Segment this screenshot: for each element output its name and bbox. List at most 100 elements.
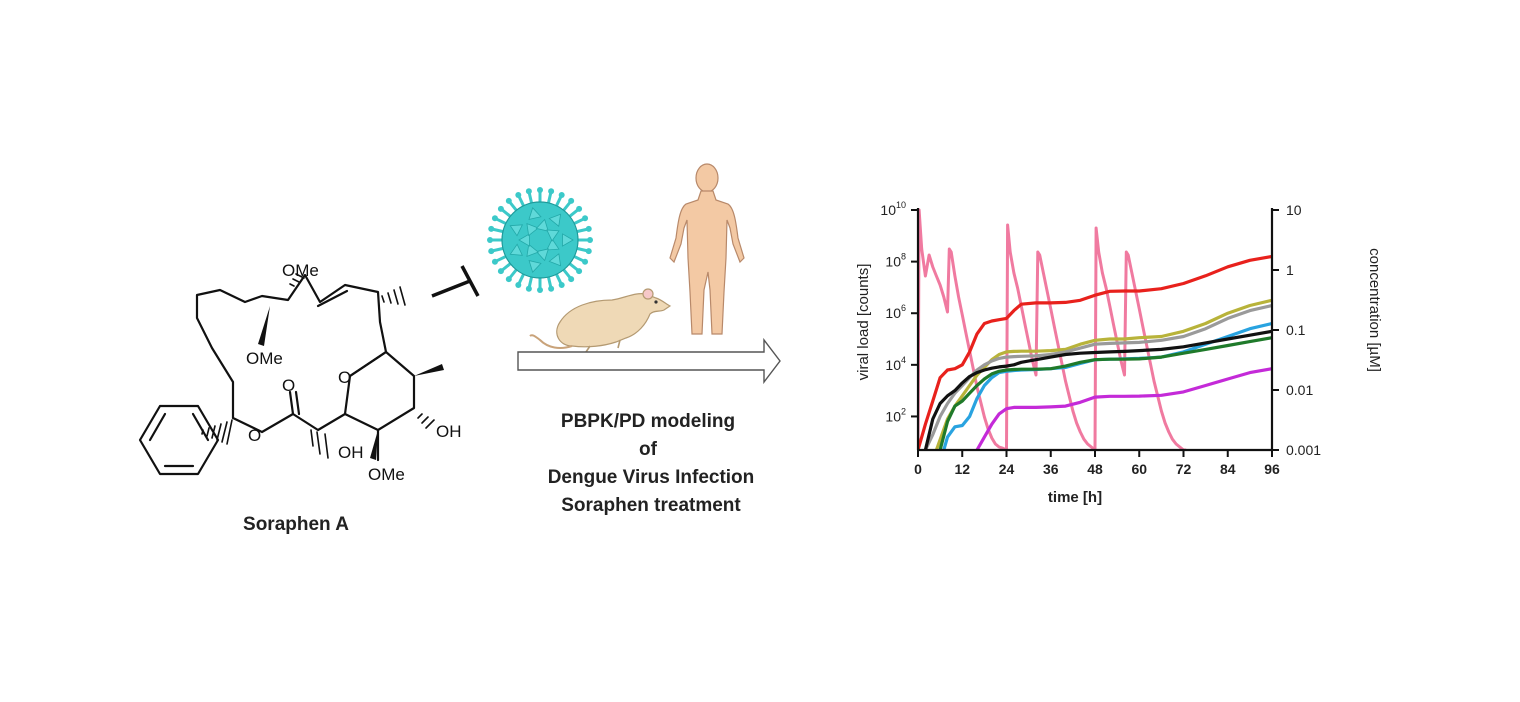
virus-spike-tip xyxy=(568,197,575,204)
virus-spike-tip xyxy=(497,205,504,212)
virus-facet xyxy=(526,222,539,237)
y-right-tick-label: 1 xyxy=(1286,262,1294,278)
y-left-axis-label: viral load [counts] xyxy=(855,264,872,381)
y-left-tick-label: 102 xyxy=(885,406,906,424)
x-tick-label: 0 xyxy=(914,461,922,477)
y-right-tick-label: 0.1 xyxy=(1286,322,1306,338)
atom-label-carbonyl-o: O xyxy=(282,376,295,395)
virus-facet xyxy=(509,224,524,237)
x-axis-label: time [h] xyxy=(1048,489,1102,506)
y-left-tick-label: 108 xyxy=(885,252,906,270)
molecule-name: Soraphen A xyxy=(243,514,349,535)
atom-label-ome-bottom: OMe xyxy=(368,465,405,484)
virus-spike-tip xyxy=(515,191,522,198)
atom-label-oh-right: OH xyxy=(436,422,462,441)
hashed-bond xyxy=(201,419,233,445)
virus-facet xyxy=(526,243,539,258)
pyran-ring xyxy=(343,350,416,432)
atom-label-ome-mid: OMe xyxy=(246,349,283,368)
series-line-red xyxy=(918,254,1272,450)
virus-icon xyxy=(487,187,593,293)
virus-facet xyxy=(546,238,560,251)
x-tick-label: 36 xyxy=(1043,461,1059,477)
series-line-gray xyxy=(923,303,1272,450)
virus-spike-tip xyxy=(582,258,589,265)
virus-facet xyxy=(562,233,574,247)
series-line-pink xyxy=(918,208,1187,450)
virus-spike-tip xyxy=(585,225,592,232)
atom-label-ester-o: O xyxy=(248,426,261,445)
virus-spike-tip xyxy=(497,268,504,275)
x-tick-label: 12 xyxy=(954,461,970,477)
y-left-tick-label: 104 xyxy=(885,355,906,373)
virus-spike-tip xyxy=(537,187,543,193)
human-body-icon xyxy=(669,163,745,335)
wedge-bond xyxy=(414,364,444,376)
atom-label-ome-top: OMe xyxy=(282,261,319,280)
middle-caption: PBPK/PD modeling of Dengue Virus Infecti… xyxy=(548,411,755,516)
rat-icon xyxy=(529,288,672,353)
virus-spike-tip xyxy=(568,276,575,283)
virus-spike-tip xyxy=(515,282,522,289)
x-tick-label: 24 xyxy=(999,461,1015,477)
y-left-tick-label: 106 xyxy=(885,303,906,321)
virus-spike-tip xyxy=(576,268,583,275)
virus-spike-tip xyxy=(505,197,512,204)
virus-spike-tip xyxy=(558,282,565,289)
virus-spike-tip xyxy=(491,215,498,222)
atom-label-oh-bottom: OH xyxy=(338,443,364,462)
macrocycle-backbone xyxy=(195,273,388,434)
y-right-tick-label: 0.01 xyxy=(1286,382,1313,398)
arrow-icon xyxy=(517,337,781,385)
wedge-bond xyxy=(258,306,270,346)
y-right-tick-label: 10 xyxy=(1286,202,1302,218)
virus-facet xyxy=(528,207,542,220)
virus-facet xyxy=(509,243,523,256)
inhibition-icon xyxy=(431,265,480,298)
virus-spike-tip xyxy=(487,237,493,243)
molecule-atom-labels: OMe OMe O O O OH OH OMe xyxy=(246,261,462,484)
benzene-ring xyxy=(138,404,220,476)
molecule-soraphen-a xyxy=(138,273,444,476)
virus-spike-tip xyxy=(537,287,543,293)
virus-facet xyxy=(528,260,542,273)
virus-facet xyxy=(535,248,549,262)
x-tick-label: 48 xyxy=(1087,461,1103,477)
y-left-tick-label: 1010 xyxy=(880,200,906,218)
y-right-tick-label: 0.001 xyxy=(1286,442,1321,458)
series-line-green xyxy=(938,336,1272,450)
virus-spike-tip xyxy=(548,285,555,292)
hashed-bond xyxy=(289,273,435,459)
virus-spike-tip xyxy=(505,276,512,283)
virus-facet xyxy=(548,253,562,267)
virus-spike-tip xyxy=(582,215,589,222)
virus-spike-tip xyxy=(491,258,498,265)
virus-spike-tip xyxy=(548,188,555,195)
virus-facet xyxy=(546,229,560,242)
caption-line-2: of xyxy=(639,439,658,460)
x-tick-label: 60 xyxy=(1131,461,1147,477)
caption-line-3: Dengue Virus Infection xyxy=(548,467,755,488)
virus-facet xyxy=(548,213,562,227)
virus-spike-tip xyxy=(488,248,495,255)
virus-spike-tip xyxy=(587,237,593,243)
virus-facet xyxy=(518,233,530,247)
atom-label-ring-o: O xyxy=(338,368,351,387)
plot-area xyxy=(918,208,1272,450)
wedge-bond xyxy=(370,430,378,460)
virus-spike-tip xyxy=(525,285,532,292)
series-line-magenta xyxy=(975,367,1272,450)
virus-spike-tip xyxy=(576,205,583,212)
x-tick-label: 96 xyxy=(1264,461,1280,477)
virus-spike-tip xyxy=(488,225,495,232)
series-line-yellow xyxy=(934,298,1272,450)
virus-spike-tip xyxy=(558,191,565,198)
caption-line-1: PBPK/PD modeling xyxy=(561,411,735,432)
x-tick-label: 84 xyxy=(1220,461,1236,477)
y-right-axis-label: concentration [µM] xyxy=(1366,248,1383,372)
virus-spike-tip xyxy=(585,248,592,255)
x-tick-label: 72 xyxy=(1176,461,1192,477)
series-line-black xyxy=(923,329,1272,450)
virus-spike-tip xyxy=(525,188,532,195)
